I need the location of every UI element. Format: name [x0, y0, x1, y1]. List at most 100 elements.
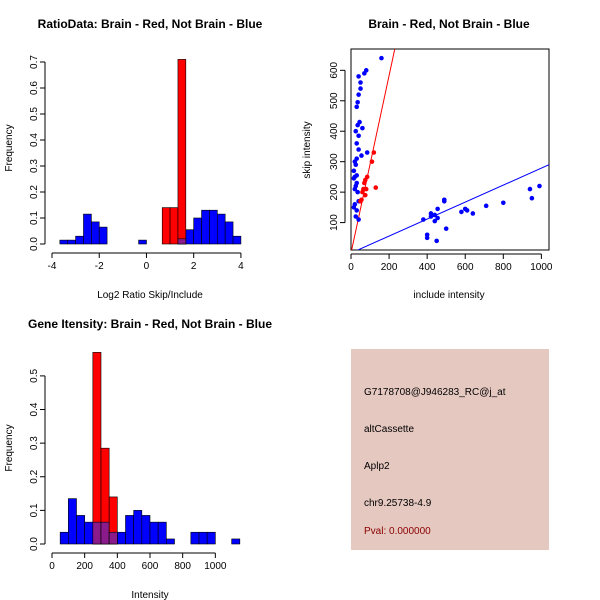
y-tick-label: 0.2 [29, 185, 40, 199]
not-brain-point [434, 238, 439, 244]
not-brain-point [353, 162, 359, 168]
y-tick-label: 200 [329, 183, 340, 200]
not-brain-point [424, 235, 430, 241]
y-tick-label: 0.7 [29, 55, 40, 69]
brain-point [371, 150, 377, 155]
y-tick-label: 0.1 [29, 211, 40, 225]
not-brain-point [421, 217, 426, 222]
not-brain-bar [83, 213, 92, 245]
not-brain-point [359, 153, 364, 158]
y-tick-label: 0.3 [29, 436, 40, 450]
ratio-x-label: Log2 Ratio Skip/Include [97, 290, 203, 301]
not-brain-bar [193, 217, 202, 245]
not-brain-point [358, 80, 363, 85]
not-brain-point [360, 125, 365, 131]
not-brain-point [459, 209, 464, 215]
y-tick-label: 0.4 [29, 133, 40, 147]
not-brain-bar [232, 235, 242, 245]
not-brain-point [352, 186, 358, 192]
y-tick-label: 0.4 [29, 402, 40, 416]
not-brain-bar [133, 510, 143, 545]
y-tick-label: 0.0 [29, 237, 40, 251]
brain-bar [161, 207, 171, 245]
not-brain-point [356, 217, 361, 222]
brain-point [373, 185, 379, 190]
intensity-scatter-panel: Brain - Red, Not Brain - Blue include in… [302, 17, 553, 301]
gene-title: Gene Itensity: Brain - Red, Not Brain - … [28, 317, 272, 331]
not-brain-point [501, 200, 506, 206]
brain-point [362, 180, 367, 186]
not-brain-bar [76, 515, 85, 545]
brain-point [358, 198, 363, 204]
not-brain-bar [117, 531, 126, 545]
not-brain-point [464, 208, 470, 213]
y-tick-label: 0.2 [29, 469, 40, 483]
not-brain-bar [185, 229, 194, 245]
y-tick-label: 500 [329, 92, 340, 109]
not-brain-point [356, 74, 361, 79]
not-brain-point [379, 55, 384, 61]
not-brain-bar [209, 209, 218, 245]
probe-info-panel: G7178708@J946283_RC@j_at altCassette Apl… [351, 349, 549, 550]
not-brain-point [355, 122, 360, 128]
x-tick-label: -4 [48, 261, 57, 272]
not-brain-point [529, 195, 535, 201]
not-brain-bar [84, 521, 94, 545]
x-tick-label: 200 [76, 561, 93, 572]
y-tick-label: 400 [329, 122, 340, 139]
scatter-x-label: include intensity [413, 290, 484, 301]
x-tick-label: 1000 [204, 561, 227, 572]
brain-point [369, 159, 375, 164]
not-brain-point [356, 133, 361, 139]
x-tick-label: 0 [144, 261, 150, 272]
y-tick-label: 0.5 [29, 107, 40, 121]
not-brain-bar [59, 239, 69, 245]
not-brain-bar [231, 538, 241, 545]
not-brain-bar [157, 521, 167, 545]
not-brain-bar [217, 213, 226, 245]
x-tick-label: 600 [142, 561, 159, 572]
x-tick-label: 2 [191, 261, 197, 272]
not-brain-bar [190, 531, 200, 545]
x-tick-label: 400 [109, 561, 126, 572]
not-brain-point [470, 211, 476, 216]
x-tick-label: 600 [457, 262, 474, 273]
not-brain-point [527, 186, 533, 192]
not-brain-point [353, 128, 359, 134]
event-type: altCassette [364, 424, 415, 435]
brain-point [360, 189, 365, 195]
not-brain-bar [125, 515, 134, 545]
not-brain-point [435, 206, 440, 212]
not-brain-point [483, 203, 489, 209]
brain-point [363, 186, 369, 192]
y-tick-label: 0.0 [29, 537, 40, 551]
not-brain-bar [198, 531, 208, 545]
not-brain-bar [98, 226, 108, 245]
y-tick-label: 600 [329, 62, 340, 79]
not-brain-point [362, 71, 367, 76]
not-brain-bar [149, 521, 159, 545]
not-brain-bar [166, 538, 175, 545]
overlap-bar [177, 238, 187, 245]
brain-bar [169, 207, 179, 245]
not-brain-point [356, 147, 361, 152]
x-tick-label: 400 [419, 262, 436, 273]
y-tick-label: 100 [329, 214, 340, 231]
not-brain-point [355, 189, 360, 195]
ratio-title: RatioData: Brain - Red, Not Brain - Blue [38, 17, 263, 31]
not-brain-point [356, 92, 361, 97]
gene-name: Aplp2 [364, 461, 390, 472]
gene-x-label: Intensity [131, 590, 168, 600]
y-tick-label: 0.3 [29, 159, 40, 173]
not-brain-point [432, 218, 438, 224]
p-value: Pval: 0.000000 [364, 526, 431, 537]
scatter-y-label: skip intensity [302, 121, 313, 178]
not-brain-point [351, 205, 357, 210]
overlap-bar [108, 531, 118, 545]
not-brain-point [537, 183, 542, 189]
not-brain-point [358, 86, 363, 91]
not-brain-point [441, 198, 447, 204]
not-brain-point [353, 214, 359, 219]
x-tick-label: 1000 [530, 262, 553, 273]
